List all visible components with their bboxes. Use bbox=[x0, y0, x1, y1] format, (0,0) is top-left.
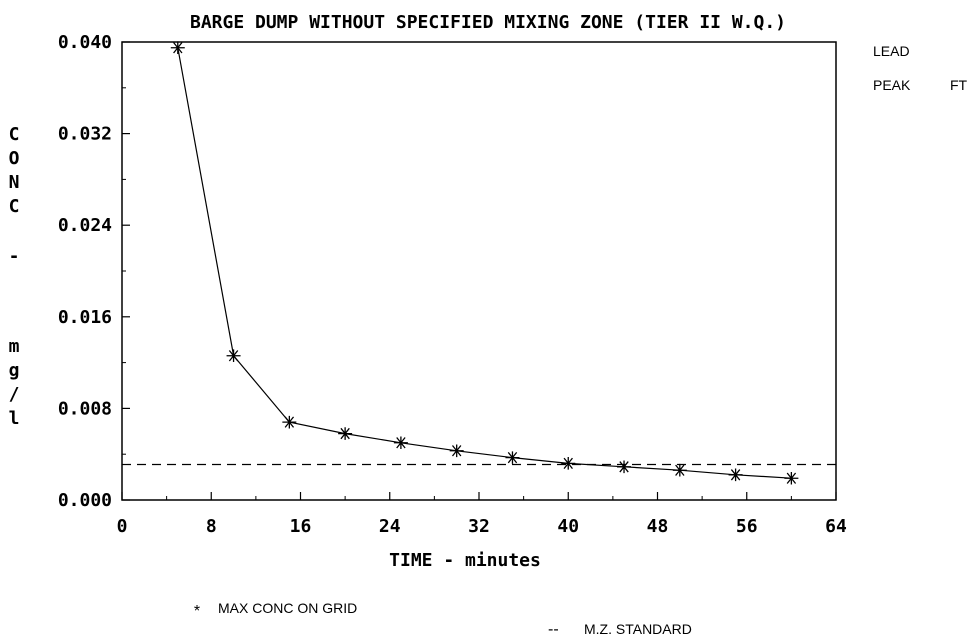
data-point-marker bbox=[617, 460, 632, 474]
y-axis-label-char: - bbox=[9, 246, 20, 267]
y-axis-label-char: C bbox=[9, 124, 20, 145]
x-tick-label: 32 bbox=[468, 516, 490, 537]
chart-title: BARGE DUMP WITHOUT SPECIFIED MIXING ZONE… bbox=[190, 12, 786, 33]
y-tick-label: 0.016 bbox=[58, 307, 112, 328]
legend-dash-label: M.Z. STANDARD bbox=[584, 621, 692, 637]
series-line bbox=[177, 47, 792, 479]
y-tick-label: 0.024 bbox=[58, 215, 112, 236]
x-tick-label: 48 bbox=[647, 516, 669, 537]
data-point-marker bbox=[393, 436, 408, 450]
x-axis-label: TIME - minutes bbox=[389, 550, 541, 571]
x-tick-label: 0 bbox=[117, 516, 128, 537]
y-tick-label: 0.000 bbox=[58, 490, 112, 511]
x-tick-label: 56 bbox=[736, 516, 758, 537]
plot-frame bbox=[121, 41, 837, 501]
x-tick-label: 40 bbox=[557, 516, 579, 537]
y-axis-label-char: C bbox=[9, 196, 20, 217]
data-point-marker bbox=[449, 444, 464, 458]
x-tick-label: 8 bbox=[206, 516, 217, 537]
y-tick-label: 0.008 bbox=[58, 398, 112, 419]
plot-area: 0 8 16 24 32 40 48 56 64 0.000 0.008 0.016 0.024 0.03… bbox=[58, 32, 847, 537]
data-point-marker bbox=[561, 457, 576, 470]
legend-dash-symbol: -- bbox=[548, 621, 559, 638]
data-point-marker bbox=[728, 468, 743, 482]
legend-marker-label: MAX CONC ON GRID bbox=[218, 600, 357, 616]
data-point-marker bbox=[505, 451, 520, 464]
side-label-peak: PEAK bbox=[873, 77, 911, 93]
data-point-marker bbox=[170, 41, 185, 55]
y-axis-label-char: g bbox=[9, 360, 20, 381]
data-point-marker bbox=[226, 349, 241, 363]
y-axis-label-char: l bbox=[9, 408, 20, 429]
y-axis-label-char: / bbox=[9, 384, 20, 405]
data-point-marker bbox=[784, 471, 799, 485]
data-point-marker bbox=[282, 415, 297, 429]
y-axis-label-char: O bbox=[9, 148, 20, 169]
side-label-pollutant: LEAD bbox=[873, 43, 910, 59]
y-tick-label: 0.040 bbox=[58, 32, 112, 53]
y-axis-label: C O N C - m g / l bbox=[9, 124, 20, 429]
y-axis-label-char: m bbox=[9, 336, 20, 357]
x-tick-label: 64 bbox=[825, 516, 847, 537]
data-point-marker bbox=[672, 463, 687, 477]
y-tick-label: 0.032 bbox=[58, 124, 112, 145]
side-label-ft: FT bbox=[950, 77, 968, 93]
legend: * MAX CONC ON GRID -- M.Z. STANDARD bbox=[194, 600, 692, 638]
x-tick-label: 16 bbox=[290, 516, 312, 537]
data-point-marker bbox=[338, 427, 353, 440]
x-tick-label: 24 bbox=[379, 516, 401, 537]
y-axis-label-char: N bbox=[9, 172, 20, 193]
legend-marker-symbol: * bbox=[194, 603, 200, 620]
